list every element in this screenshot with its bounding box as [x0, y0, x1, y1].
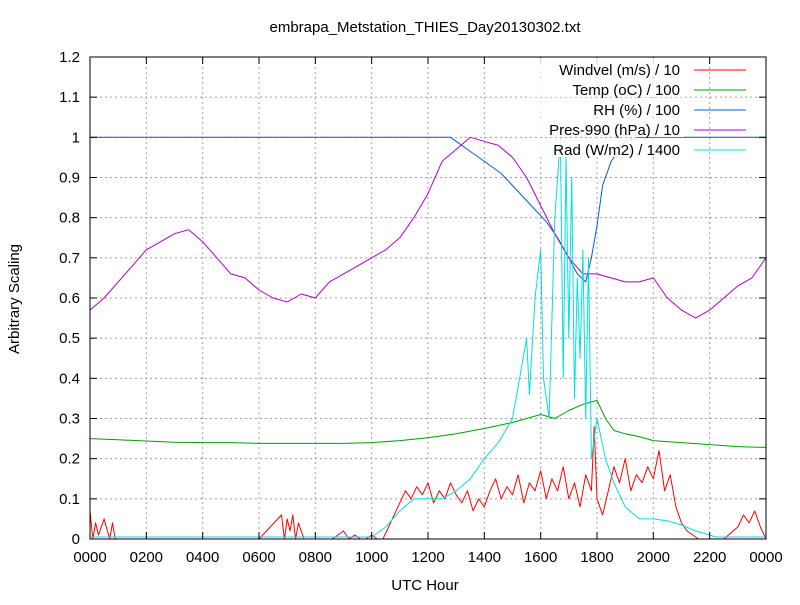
x-tick-label: 0000: [73, 549, 106, 566]
x-tick-label: 0400: [186, 549, 219, 566]
legend-entry-background: [528, 118, 684, 137]
y-tick-label: 0.4: [59, 370, 80, 387]
legend-label: Pres-990 (hPa) / 10: [549, 122, 680, 139]
y-tick-label: 0.6: [59, 290, 80, 307]
y-tick-label: 0.1: [59, 491, 80, 508]
y-tick-label: 0.2: [59, 451, 80, 468]
x-tick-label: 1200: [411, 549, 444, 566]
chart-title: embrapa_Metstation_THIES_Day20130302.txt: [269, 19, 581, 36]
y-tick-label: 0: [72, 531, 80, 548]
y-tick-label: 0.9: [59, 170, 80, 187]
x-tick-label: 1000: [355, 549, 388, 566]
series-line-5: [90, 136, 766, 538]
y-tick-label: 0.3: [59, 411, 80, 428]
legend: Windvel (m/s) / 10 Temp (oC) / 100 RH (%) …: [528, 58, 746, 159]
x-tick-label: 1600: [524, 549, 557, 566]
y-axis-label: Arbitrary Scaling: [6, 244, 23, 354]
legend-entry-background: [528, 78, 684, 97]
legend-entry-background: [528, 98, 684, 117]
axis-ticks: 0 0.1 0.2 0.3 0.4 0.5 0.6 0.7 0.8 0.9 1 1.1 1.2 0000 0…: [59, 49, 783, 566]
legend-label: Temp (oC) / 100: [572, 82, 680, 99]
x-tick-label: 1800: [580, 549, 613, 566]
x-tick-label: 0800: [299, 549, 332, 566]
y-tick-label: 1: [72, 129, 80, 146]
series-group: [89, 136, 767, 540]
legend-label: Rad (W/m2) / 1400: [553, 142, 680, 159]
legend-entry-background: [528, 138, 684, 157]
legend-entry-background: [528, 58, 684, 77]
x-tick-label: 0200: [130, 549, 163, 566]
series-line-1: [89, 426, 767, 540]
x-tick-label: 2200: [693, 549, 726, 566]
series-line-4: [89, 136, 767, 319]
x-axis-label: UTC Hour: [391, 577, 459, 594]
series-line-2: [89, 399, 767, 448]
y-tick-label: 0.7: [59, 250, 80, 267]
y-tick-label: 1.1: [59, 89, 80, 106]
y-tick-label: 0.5: [59, 330, 80, 347]
x-tick-label: 0600: [242, 549, 275, 566]
x-tick-label: 2000: [637, 549, 670, 566]
legend-label: RH (%) / 100: [593, 102, 680, 119]
y-tick-label: 0.8: [59, 210, 80, 227]
x-tick-label: 0000: [749, 549, 782, 566]
y-tick-label: 1.2: [59, 49, 80, 66]
x-tick-label: 1400: [468, 549, 501, 566]
legend-label: Windvel (m/s) / 10: [559, 62, 680, 79]
